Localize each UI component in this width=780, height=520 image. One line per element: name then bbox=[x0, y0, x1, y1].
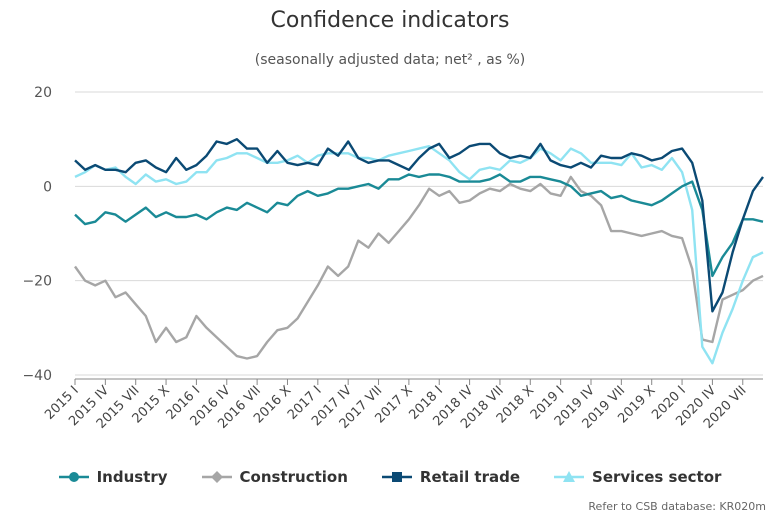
legend-label: Services sector bbox=[592, 468, 722, 486]
y-tick-label: 20 bbox=[34, 85, 52, 101]
series-line-construction bbox=[74, 175, 764, 360]
series-line-services-sector bbox=[74, 144, 764, 365]
y-tick-label: −20 bbox=[22, 274, 52, 290]
series-line-industry bbox=[74, 173, 764, 278]
legend-label: Construction bbox=[239, 468, 348, 486]
legend-triangle-icon bbox=[554, 471, 585, 482]
y-tick-labels: 20 0 −20 −40 bbox=[22, 85, 52, 384]
legend-item-industry: Industry bbox=[58, 468, 168, 486]
series-line-retail-trade bbox=[74, 137, 764, 313]
legend: Industry Construction Retail trade Services… bbox=[0, 468, 780, 486]
legend-item-services-sector: Services sector bbox=[554, 468, 721, 486]
source-note: Refer to CSB database: KR020m bbox=[588, 500, 766, 513]
legend-diamond-icon bbox=[201, 471, 232, 483]
grid-lines bbox=[75, 91, 763, 380]
chart-subtitle: (seasonally adjusted data; net² , as %) bbox=[254, 52, 526, 68]
y-tick-label: −40 bbox=[22, 368, 52, 384]
legend-circle-icon bbox=[58, 472, 89, 482]
chart-title: Confidence indicators bbox=[270, 8, 510, 33]
legend-label: Retail trade bbox=[419, 468, 521, 486]
legend-item-construction: Construction bbox=[201, 468, 348, 486]
legend-square-icon bbox=[381, 472, 412, 482]
legend-item-retail-trade: Retail trade bbox=[381, 468, 521, 486]
y-tick-label: 0 bbox=[43, 179, 52, 195]
series-lines bbox=[74, 137, 764, 365]
legend-label: Industry bbox=[96, 468, 168, 486]
